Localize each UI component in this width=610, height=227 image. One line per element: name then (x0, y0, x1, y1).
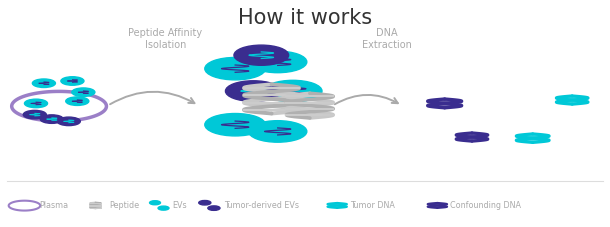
Circle shape (72, 88, 95, 96)
Circle shape (264, 80, 322, 102)
Circle shape (226, 81, 281, 101)
Text: Confounding DNA: Confounding DNA (450, 201, 521, 210)
Text: DNA
Extraction: DNA Extraction (362, 28, 412, 50)
Circle shape (57, 117, 81, 126)
Text: Tumor-derived EVs: Tumor-derived EVs (224, 201, 299, 210)
Circle shape (23, 110, 46, 119)
Circle shape (66, 97, 89, 105)
Text: How it works: How it works (238, 8, 372, 28)
Text: Peptide Affinity
Isolation: Peptide Affinity Isolation (128, 28, 203, 50)
Circle shape (149, 201, 160, 205)
Circle shape (248, 51, 307, 73)
Circle shape (205, 114, 265, 136)
Circle shape (199, 200, 211, 205)
Circle shape (40, 115, 63, 123)
Circle shape (208, 206, 220, 210)
Text: EVs: EVs (173, 201, 187, 210)
Text: Peptide: Peptide (109, 201, 140, 210)
Circle shape (32, 79, 56, 87)
Text: Plasma: Plasma (39, 201, 68, 210)
Circle shape (205, 57, 265, 80)
Circle shape (248, 121, 307, 142)
Circle shape (24, 99, 48, 108)
Circle shape (234, 45, 289, 65)
Circle shape (61, 77, 84, 85)
Text: Tumor DNA: Tumor DNA (350, 201, 395, 210)
Circle shape (158, 206, 169, 210)
